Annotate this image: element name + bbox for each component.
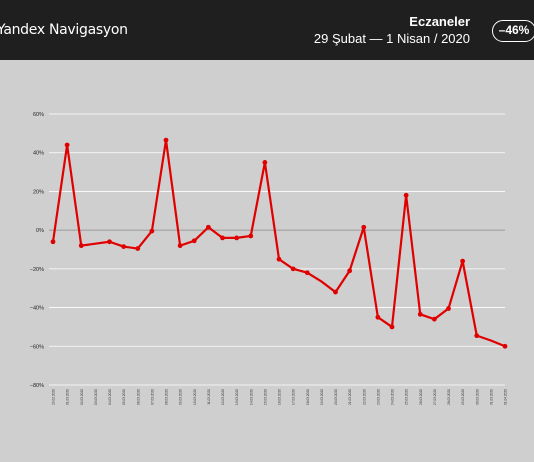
- x-axis-labels: 29.02.2020 01.03.2020 02.03.2020 03.03.2020…: [52, 389, 508, 405]
- x-tick-label: 02.03.2020: [80, 389, 84, 405]
- y-tick-label: −20%: [30, 267, 44, 273]
- data-point: [191, 238, 197, 244]
- y-axis-labels: 60% 40% 20% 0% −20% −40% −60% −80%: [30, 112, 44, 389]
- data-point: [347, 268, 353, 274]
- data-point: [262, 159, 268, 165]
- x-tick-label: 23.03.2020: [376, 389, 380, 405]
- x-tick-label: 20.03.2020: [334, 389, 338, 405]
- y-tick-label: −40%: [30, 306, 44, 312]
- x-tick-label: 27.03.2020: [433, 389, 437, 405]
- line-chart: 60% 40% 20% 0% −20% −40% −60% −80% 29.02.2020 01…: [30, 112, 508, 405]
- data-point: [431, 316, 437, 322]
- x-tick-label: 22.03.2020: [362, 389, 366, 405]
- x-tick-label: 16.03.2020: [278, 389, 282, 405]
- x-tick-label: 03.03.2020: [94, 389, 98, 405]
- data-point: [417, 311, 423, 317]
- data-point: [107, 239, 112, 245]
- x-tick-label: 25.03.2020: [405, 389, 409, 405]
- data-point: [446, 306, 451, 311]
- x-tick-label: 15.03.2020: [263, 389, 267, 405]
- grid: [49, 113, 505, 386]
- change-badge: –46%: [492, 20, 534, 42]
- x-tick-label: 30.03.2020: [475, 389, 479, 405]
- brand-logo: Yandex Navigasyon: [0, 22, 128, 38]
- data-point: [78, 243, 84, 249]
- y-tick-label: 40%: [33, 151, 44, 157]
- x-tick-label: 11.03.2020: [207, 389, 211, 405]
- x-tick-label: 09.03.2020: [179, 389, 183, 405]
- x-tick-label: 18.03.2020: [306, 389, 310, 405]
- x-tick-label: 01.04.2020: [504, 389, 508, 405]
- x-tick-label: 13.03.2020: [235, 389, 239, 405]
- data-point: [290, 266, 296, 272]
- data-point: [403, 192, 409, 198]
- page-title: Eczaneler: [409, 14, 470, 29]
- x-tick-label: 10.03.2020: [193, 389, 197, 405]
- data-point: [474, 333, 480, 339]
- x-tick-label: 12.03.2020: [221, 389, 225, 405]
- x-tick-label: 21.03.2020: [348, 389, 352, 405]
- data-point: [389, 324, 395, 330]
- data-point: [177, 243, 183, 249]
- data-point: [375, 314, 381, 320]
- x-tick-label: 28.03.2020: [447, 389, 451, 405]
- y-tick-label: −60%: [30, 344, 44, 350]
- data-point: [276, 256, 282, 262]
- data-point: [64, 142, 70, 148]
- y-tick-label: 20%: [33, 189, 44, 195]
- series-line: [51, 139, 506, 348]
- x-tick-label: 07.03.2020: [150, 389, 154, 405]
- data-point: [149, 228, 155, 234]
- data-point: [220, 235, 225, 241]
- x-tick-label: 17.03.2020: [292, 389, 296, 405]
- x-tick-label: 24.03.2020: [391, 389, 395, 405]
- x-tick-label: 14.03.2020: [249, 389, 253, 405]
- y-tick-label: 0%: [36, 228, 44, 234]
- data-points: [50, 137, 508, 349]
- x-tick-label: 26.03.2020: [419, 389, 423, 405]
- data-point: [502, 343, 508, 349]
- x-tick-label: 31.03.2020: [489, 389, 493, 405]
- y-tick-label: 60%: [33, 112, 44, 118]
- x-tick-label: 29.03.2020: [461, 389, 465, 405]
- data-point: [163, 137, 169, 143]
- data-point: [248, 233, 254, 239]
- x-tick-label: 29.02.2020: [52, 389, 56, 405]
- x-tick-label: 08.03.2020: [165, 389, 169, 405]
- x-tick-label: 05.03.2020: [122, 389, 126, 405]
- y-tick-label: −80%: [30, 383, 44, 389]
- data-point: [333, 289, 338, 295]
- data-point: [135, 246, 141, 251]
- x-tick-label: 19.03.2020: [320, 389, 324, 405]
- series-path: [51, 139, 506, 348]
- data-point: [205, 224, 211, 230]
- data-point: [460, 258, 466, 264]
- date-range: 29 Şubat — 1 Nisan / 2020: [313, 31, 470, 46]
- data-point: [304, 270, 310, 276]
- data-point: [50, 239, 56, 245]
- data-point: [361, 224, 367, 230]
- x-tick-label: 04.03.2020: [108, 389, 112, 405]
- data-point: [121, 244, 127, 249]
- x-tick-label: 06.03.2020: [136, 389, 140, 405]
- x-tick-label: 01.03.2020: [66, 389, 70, 405]
- header-bar: Yandex Navigasyon Eczaneler 29 Şubat — 1…: [0, 0, 534, 60]
- data-point: [234, 235, 240, 241]
- header-titles: Eczaneler 29 Şubat — 1 Nisan / 2020: [314, 14, 470, 47]
